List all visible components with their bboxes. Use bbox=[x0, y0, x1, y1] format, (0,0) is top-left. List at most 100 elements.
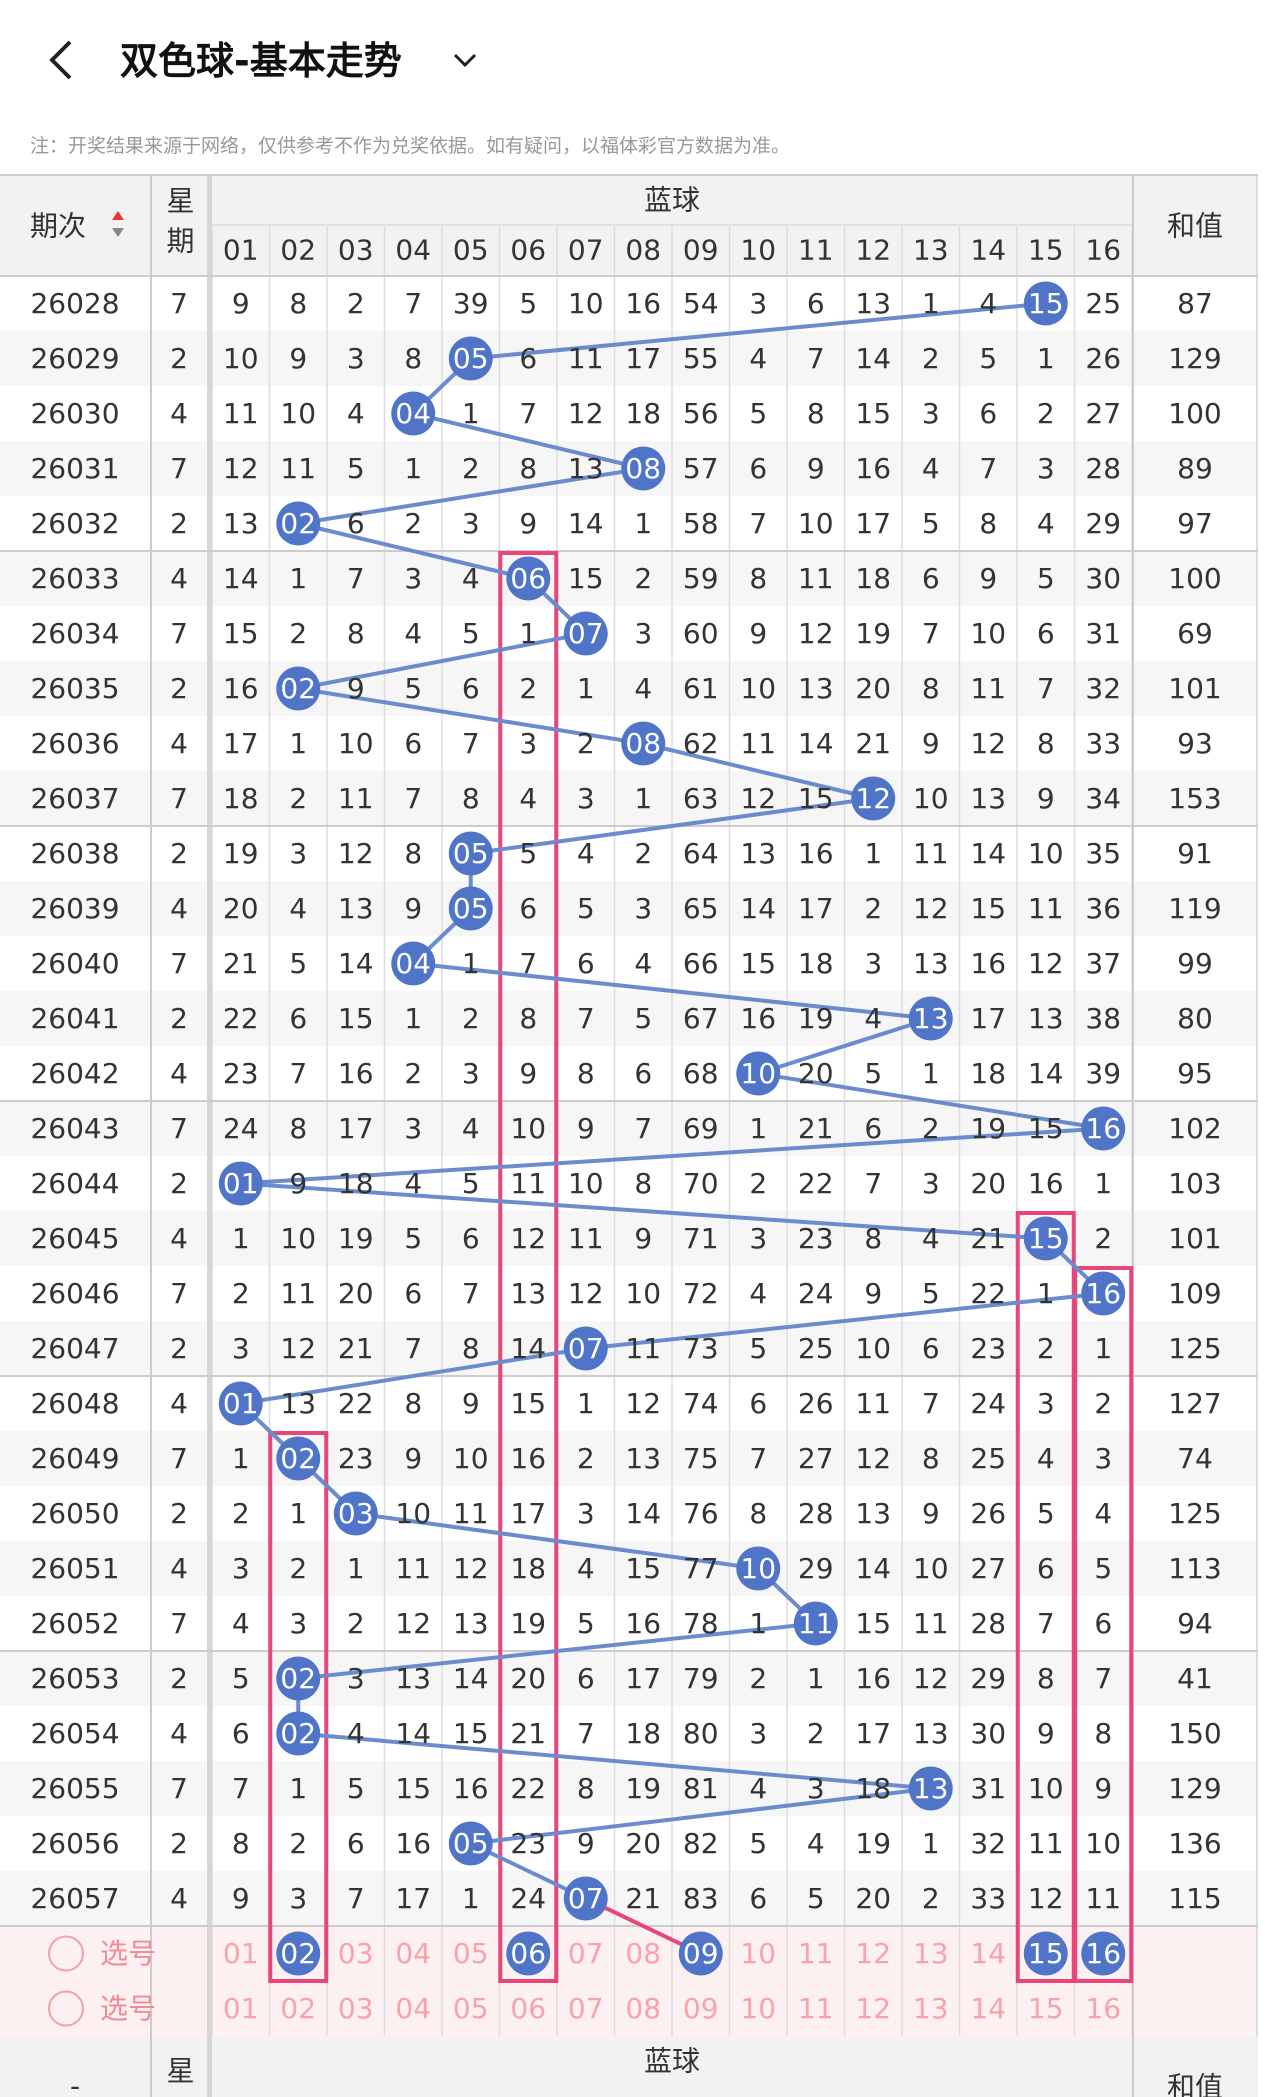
omission: 1 bbox=[289, 1497, 307, 1530]
pick-number[interactable]: 15 bbox=[1028, 1937, 1064, 1970]
omission: 1 bbox=[634, 507, 652, 540]
omission: 5 bbox=[979, 342, 997, 375]
omission: 11 bbox=[1028, 892, 1064, 925]
omission: 18 bbox=[798, 947, 834, 980]
pick-number[interactable]: 08 bbox=[625, 1992, 661, 2025]
number-header: 16 bbox=[1085, 234, 1121, 267]
pick-number[interactable]: 09 bbox=[683, 1992, 719, 2025]
pick-number[interactable]: 07 bbox=[568, 1937, 604, 1970]
omission: 21 bbox=[338, 1332, 374, 1365]
omission: 69 bbox=[683, 1112, 719, 1145]
period: 26046 bbox=[30, 1277, 119, 1310]
ball[interactable] bbox=[678, 1931, 723, 1976]
ball[interactable] bbox=[506, 1931, 551, 1976]
pick-number[interactable]: 14 bbox=[970, 1937, 1006, 1970]
pick-number[interactable]: 03 bbox=[338, 1937, 374, 1970]
pick-number[interactable]: 04 bbox=[395, 1992, 431, 2025]
ball[interactable] bbox=[1023, 1931, 1068, 1976]
omission: 8 bbox=[1037, 727, 1055, 760]
pick-number[interactable]: 05 bbox=[453, 1937, 489, 1970]
ball bbox=[391, 391, 436, 436]
pick-number[interactable]: 03 bbox=[338, 1992, 374, 2025]
sort-icon[interactable] bbox=[112, 228, 124, 237]
pick-number[interactable]: 07 bbox=[568, 1992, 604, 2025]
pick-number[interactable]: 01 bbox=[223, 1937, 259, 1970]
omission: 6 bbox=[922, 562, 940, 595]
omission: 13 bbox=[855, 1497, 891, 1530]
period: 26057 bbox=[30, 1882, 119, 1915]
period: 26056 bbox=[30, 1827, 119, 1860]
back-button[interactable] bbox=[49, 40, 72, 80]
period: 26032 bbox=[30, 507, 119, 540]
radio[interactable] bbox=[48, 1990, 84, 2027]
omission: 2 bbox=[289, 1827, 307, 1860]
pick-number[interactable]: 13 bbox=[913, 1937, 949, 1970]
omission: 7 bbox=[634, 1112, 652, 1145]
pick-number[interactable]: 14 bbox=[970, 1992, 1006, 2025]
title-dropdown[interactable] bbox=[453, 53, 477, 68]
week: 4 bbox=[170, 1882, 188, 1915]
pick-number[interactable]: 12 bbox=[855, 1937, 891, 1970]
omission: 12 bbox=[1028, 947, 1064, 980]
pick-number[interactable]: 05 bbox=[453, 1992, 489, 2025]
week: 7 bbox=[170, 1442, 188, 1475]
omission: 31 bbox=[1085, 617, 1121, 650]
pick-label[interactable]: 选号 bbox=[100, 1937, 156, 1970]
omission: 4 bbox=[634, 947, 652, 980]
pick-number[interactable]: 08 bbox=[625, 1937, 661, 1970]
number-header: 13 bbox=[913, 234, 949, 267]
pick-number[interactable]: 06 bbox=[510, 1992, 546, 2025]
pick-number[interactable]: 10 bbox=[740, 1992, 776, 2025]
sum: 94 bbox=[1177, 1607, 1213, 1640]
omission: 1 bbox=[922, 1057, 940, 1090]
pick-number[interactable]: 01 bbox=[223, 1992, 259, 2025]
omission: 13 bbox=[1028, 1002, 1064, 1035]
omission: 15 bbox=[855, 397, 891, 430]
omission: 13 bbox=[510, 1277, 546, 1310]
week: 2 bbox=[170, 1662, 188, 1695]
omission: 28 bbox=[798, 1497, 834, 1530]
omission: 5 bbox=[519, 287, 537, 320]
pick-number[interactable]: 04 bbox=[395, 1937, 431, 1970]
omission: 8 bbox=[462, 1332, 480, 1365]
omission: 61 bbox=[683, 672, 719, 705]
omission: 7 bbox=[807, 342, 825, 375]
omission: 2 bbox=[232, 1277, 250, 1310]
pick-number[interactable]: 11 bbox=[798, 1937, 834, 1970]
ball[interactable] bbox=[1081, 1931, 1126, 1976]
pick-number[interactable]: 16 bbox=[1085, 1992, 1121, 2025]
pick-label[interactable]: 选号 bbox=[100, 1992, 156, 2025]
pick-number[interactable]: 10 bbox=[740, 1937, 776, 1970]
omission: 12 bbox=[568, 397, 604, 430]
omission: 8 bbox=[864, 1222, 882, 1255]
number-header: 14 bbox=[970, 234, 1006, 267]
omission: 29 bbox=[1085, 507, 1121, 540]
omission: 1 bbox=[289, 727, 307, 760]
omission: 31 bbox=[970, 1772, 1006, 1805]
omission: 8 bbox=[922, 1442, 940, 1475]
week: 7 bbox=[170, 782, 188, 815]
ball[interactable] bbox=[276, 1931, 321, 1976]
pick-number[interactable]: 11 bbox=[798, 1992, 834, 2025]
omission: 11 bbox=[798, 562, 834, 595]
period: 26048 bbox=[30, 1387, 119, 1420]
omission: 55 bbox=[683, 342, 719, 375]
omission: 3 bbox=[807, 1772, 825, 1805]
ball-number: 13 bbox=[913, 1772, 949, 1805]
pick-number[interactable]: 16 bbox=[1085, 1937, 1121, 1970]
omission: 6 bbox=[979, 397, 997, 430]
pick-number[interactable]: 02 bbox=[280, 1992, 316, 2025]
omission: 68 bbox=[683, 1057, 719, 1090]
ball bbox=[218, 1161, 263, 1206]
pick-number[interactable]: 13 bbox=[913, 1992, 949, 2025]
col-sep bbox=[207, 2036, 212, 2097]
pick-number[interactable]: 15 bbox=[1028, 1992, 1064, 2025]
omission: 12 bbox=[568, 1277, 604, 1310]
pick-number[interactable]: 06 bbox=[510, 1937, 546, 1970]
radio[interactable] bbox=[48, 1935, 84, 1972]
pick-number[interactable]: 02 bbox=[280, 1937, 316, 1970]
omission: 76 bbox=[683, 1497, 719, 1530]
sort-icon[interactable] bbox=[112, 211, 124, 220]
pick-number[interactable]: 12 bbox=[855, 1992, 891, 2025]
pick-number[interactable]: 09 bbox=[683, 1937, 719, 1970]
